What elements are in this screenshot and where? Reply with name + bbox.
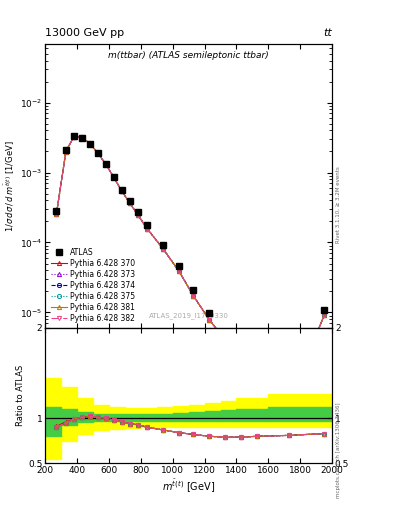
Legend: ATLAS, Pythia 6.428 370, Pythia 6.428 373, Pythia 6.428 374, Pythia 6.428 375, P: ATLAS, Pythia 6.428 370, Pythia 6.428 37… xyxy=(49,247,137,324)
Text: tt: tt xyxy=(323,28,332,38)
Y-axis label: Ratio to ATLAS: Ratio to ATLAS xyxy=(16,365,25,426)
Y-axis label: $1/\sigma\,d\sigma\,/\,d\,m^{\bar{t}(t)}$ [1/GeV]: $1/\sigma\,d\sigma\,/\,d\,m^{\bar{t}(t)}… xyxy=(3,140,17,231)
Text: 13000 GeV pp: 13000 GeV pp xyxy=(45,28,124,38)
X-axis label: $m^{\bar{t}(t)}$ [GeV]: $m^{\bar{t}(t)}$ [GeV] xyxy=(162,478,215,495)
Text: mcplots.cern.ch [arXiv:1306.3436]: mcplots.cern.ch [arXiv:1306.3436] xyxy=(336,403,341,498)
Text: m(ttbar) (ATLAS semileptonic ttbar): m(ttbar) (ATLAS semileptonic ttbar) xyxy=(108,51,269,59)
Text: Rivet 3.1.10, ≥ 3.2M events: Rivet 3.1.10, ≥ 3.2M events xyxy=(336,166,341,243)
Text: ATLAS_2019_I1750330: ATLAS_2019_I1750330 xyxy=(149,313,229,319)
